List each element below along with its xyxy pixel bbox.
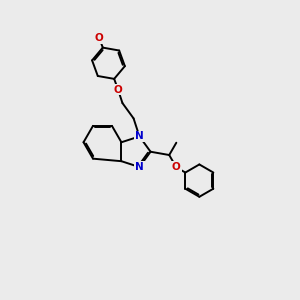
Text: N: N [135,162,144,172]
Text: O: O [95,33,103,43]
Text: O: O [172,162,181,172]
Text: N: N [135,131,144,141]
Text: O: O [114,85,122,94]
